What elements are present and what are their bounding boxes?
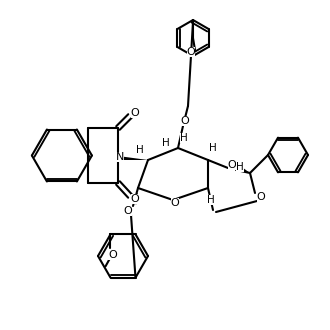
Polygon shape xyxy=(118,156,148,160)
Text: O: O xyxy=(187,47,195,57)
Text: O: O xyxy=(228,160,236,170)
Text: O: O xyxy=(124,206,132,216)
Polygon shape xyxy=(241,168,250,173)
Text: O: O xyxy=(131,194,139,204)
Text: H: H xyxy=(207,195,215,205)
Text: H: H xyxy=(209,143,217,153)
Text: O: O xyxy=(108,250,117,260)
Text: O: O xyxy=(181,116,189,126)
Text: H: H xyxy=(162,138,170,148)
Text: H: H xyxy=(180,133,188,143)
Text: H: H xyxy=(236,162,244,172)
Text: N: N xyxy=(116,152,124,162)
Text: O: O xyxy=(131,108,139,118)
Text: O: O xyxy=(171,198,180,208)
Text: O: O xyxy=(257,192,265,202)
Text: H: H xyxy=(136,145,144,155)
